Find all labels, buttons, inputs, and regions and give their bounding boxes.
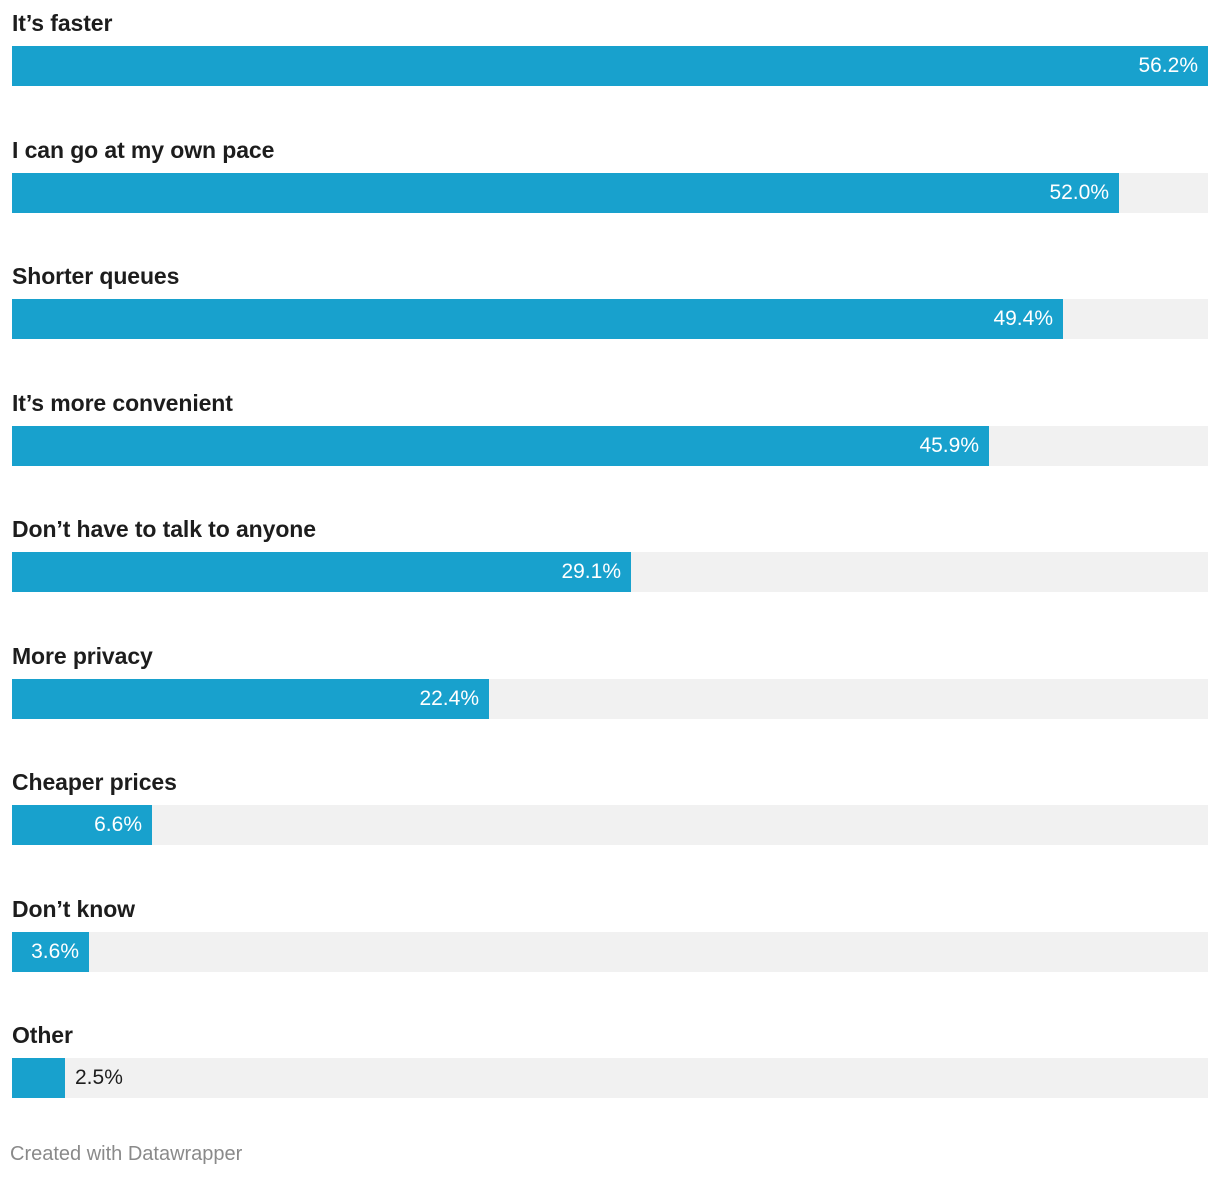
bar-row: Other 2.5%	[12, 1012, 1208, 1139]
bar-track: 45.9%	[12, 425, 1208, 466]
bar-row: It’s faster 56.2%	[12, 0, 1208, 127]
bar	[12, 678, 489, 719]
bar-track: 6.6%	[12, 805, 1208, 845]
bar	[12, 805, 152, 845]
bar	[12, 172, 1119, 213]
bar-row: More privacy 22.4%	[12, 633, 1208, 760]
category-label: More privacy	[12, 642, 153, 669]
bar-chart: It’s faster 56.2% I can go at my own pace 5…	[12, 0, 1208, 1139]
bar-track: 3.6%	[12, 931, 1208, 972]
bar	[12, 1058, 65, 1098]
bar-value-label: 22.4%	[419, 686, 479, 710]
bar-value-label: 52.0%	[1049, 180, 1109, 204]
category-label: Other	[12, 1022, 73, 1048]
bar-value-label: 3.6%	[31, 939, 79, 963]
bar	[12, 46, 1208, 86]
bar-row: I can go at my own pace 52.0%	[12, 127, 1208, 254]
bar-value-label: 56.2%	[1138, 54, 1198, 77]
bar-value-label: 29.1%	[561, 560, 621, 583]
bar	[12, 425, 989, 466]
bar-value-label: 49.4%	[993, 307, 1053, 330]
category-label: Cheaper prices	[12, 769, 177, 795]
bar-track: 2.5%	[12, 1058, 1208, 1098]
bar	[12, 552, 631, 592]
bar-row: Don’t have to talk to anyone 29.1%	[12, 506, 1208, 633]
bar-value-label: 6.6%	[94, 813, 142, 836]
category-label: Don’t know	[12, 895, 135, 922]
bar-value-label: 2.5%	[75, 1066, 123, 1089]
category-label: Shorter queues	[12, 263, 180, 289]
category-label: I can go at my own pace	[12, 136, 275, 163]
bar	[12, 931, 89, 972]
bar-track: 29.1%	[12, 552, 1208, 592]
bar-row: Don’t know 3.6%	[12, 886, 1208, 1013]
bar	[12, 299, 1063, 339]
bar-row: Cheaper prices 6.6%	[12, 759, 1208, 886]
category-label: It’s more convenient	[12, 389, 233, 416]
bar-value-label: 45.9%	[919, 433, 979, 457]
bar-row: It’s more convenient 45.9%	[12, 380, 1208, 507]
bar-row: Shorter queues 49.4%	[12, 253, 1208, 380]
bar-track: 49.4%	[12, 299, 1208, 339]
bar-track: 52.0%	[12, 172, 1208, 213]
bar-track: 22.4%	[12, 678, 1208, 719]
datawrapper-credit: Created with Datawrapper	[10, 1143, 243, 1165]
bar-track: 56.2%	[12, 46, 1208, 86]
category-label: Don’t have to talk to anyone	[12, 516, 316, 542]
category-label: It’s faster	[12, 10, 113, 36]
